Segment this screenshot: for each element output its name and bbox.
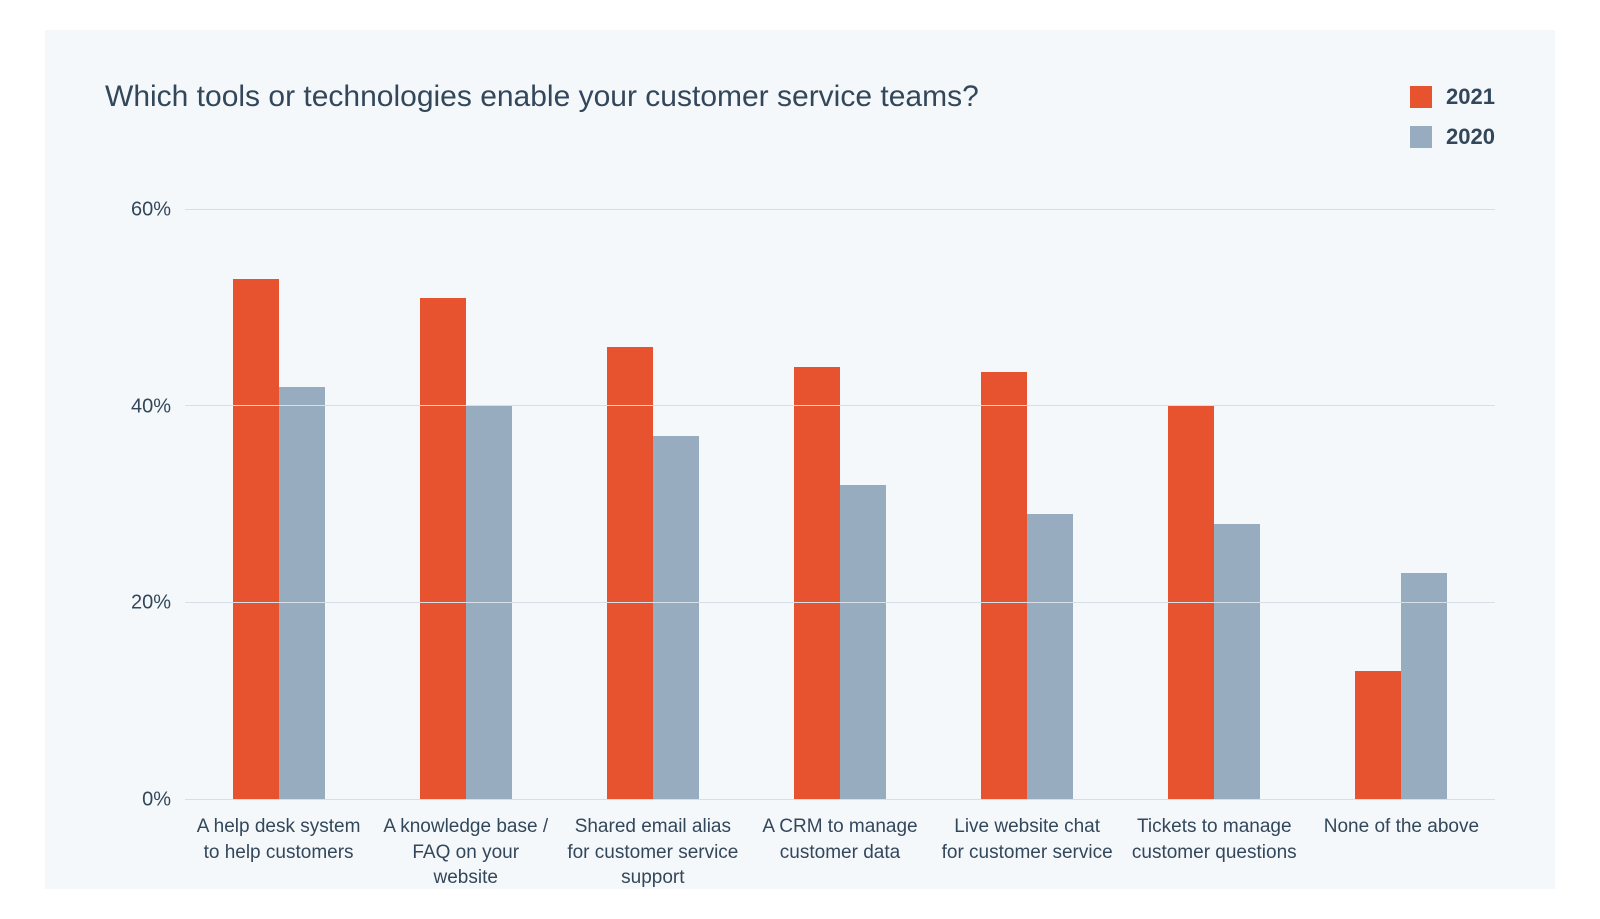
y-tick-label: 20% [131,592,171,615]
plot [185,210,1495,800]
bar [233,279,279,799]
y-tick-label: 40% [131,395,171,418]
x-axis-label: Shared email alias for customer service … [559,814,746,891]
chart-card: Which tools or technologies enable your … [45,30,1555,889]
legend: 2021 2020 [1410,80,1495,150]
bar-group [559,210,746,799]
y-tick-label: 0% [142,789,171,812]
bar [1355,671,1401,799]
x-axis-label: A help desk system to help customers [185,814,372,891]
bar [607,347,653,799]
bar-group [934,210,1121,799]
legend-item: 2021 [1410,84,1495,110]
x-axis-label: None of the above [1308,814,1495,891]
bar-group [1121,210,1308,799]
bar-group [746,210,933,799]
legend-swatch [1410,126,1432,148]
bar-groups [185,210,1495,799]
plot-area: 0%20%40%60% [105,210,1495,800]
x-axis-label: A CRM to manage customer data [746,814,933,891]
legend-label: 2020 [1446,124,1495,150]
bar [1027,514,1073,799]
bar-group [372,210,559,799]
bar [840,485,886,799]
legend-label: 2021 [1446,84,1495,110]
x-axis-label: Live website chat for customer service [934,814,1121,891]
bar [1401,573,1447,799]
bar-group [1308,210,1495,799]
chart-title: Which tools or technologies enable your … [105,80,979,114]
bar [981,372,1027,799]
bar [1214,524,1260,799]
legend-item: 2020 [1410,124,1495,150]
x-axis-labels: A help desk system to help customersA kn… [185,814,1495,891]
chart-header: Which tools or technologies enable your … [105,80,1495,150]
bar [466,406,512,799]
bar [794,367,840,799]
grid-line [185,405,1495,406]
x-axis-label: Tickets to manage customer questions [1121,814,1308,891]
bar [420,298,466,799]
bar-group [185,210,372,799]
bar [1168,406,1214,799]
grid-line [185,602,1495,603]
bar [653,436,699,799]
x-axis-label: A knowledge base / FAQ on your website [372,814,559,891]
legend-swatch [1410,86,1432,108]
y-tick-label: 60% [131,199,171,222]
bar [279,387,325,799]
grid-line [185,209,1495,210]
y-axis: 0%20%40%60% [105,210,185,800]
